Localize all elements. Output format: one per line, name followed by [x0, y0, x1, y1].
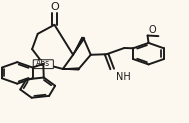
- Text: NH: NH: [116, 72, 131, 82]
- Text: Abs: Abs: [36, 59, 50, 68]
- Text: O: O: [148, 25, 156, 35]
- FancyBboxPatch shape: [33, 60, 53, 69]
- Polygon shape: [73, 38, 85, 55]
- Polygon shape: [63, 68, 79, 70]
- Text: O: O: [50, 2, 59, 12]
